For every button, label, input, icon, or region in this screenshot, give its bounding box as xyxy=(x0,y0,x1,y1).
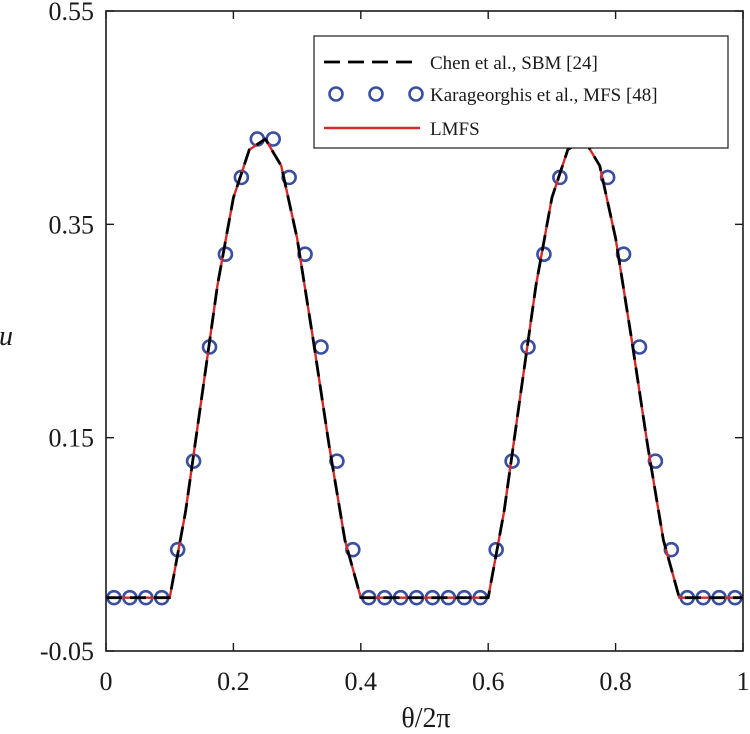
ticks-layer: 0 0.2 0.4 0.6 0.8 1 -0.05 0.15 0.35 0.55 xyxy=(40,0,750,696)
y-axis-label: u xyxy=(0,321,13,352)
legend-entry-label: Karageorghis et al., MFS [48] xyxy=(430,85,658,106)
plot-frame xyxy=(105,10,744,652)
series-line-sbm xyxy=(106,137,743,600)
x-tick-label: 1 xyxy=(737,667,750,696)
y-tick-label: 0.35 xyxy=(49,210,95,239)
legend-swatch-mfs xyxy=(328,86,344,102)
x-tick-label: 0 xyxy=(100,667,113,696)
data-point-mfs xyxy=(313,339,329,355)
legend: Chen et al., SBM [24] Karageorghis et al.… xyxy=(313,35,729,149)
legend-entry-label: Chen et al., SBM [24] xyxy=(430,53,598,74)
data-point-mfs xyxy=(631,339,648,355)
y-tick-label: -0.05 xyxy=(40,637,94,666)
x-tick-label: 0.6 xyxy=(472,667,505,696)
legend-entry-label: LMFS xyxy=(430,119,480,140)
x-tick-label: 0.4 xyxy=(345,667,378,696)
legend-swatch-mfs xyxy=(368,86,384,102)
x-tick-label: 0.2 xyxy=(217,667,250,696)
legend-swatch-mfs xyxy=(408,86,424,102)
series-line-lmfs xyxy=(106,137,743,599)
data-point-mfs xyxy=(217,246,234,262)
y-tick-label: 0.55 xyxy=(49,0,95,26)
x-axis-label: θ/2π xyxy=(401,703,450,734)
series-layer xyxy=(106,131,743,606)
y-tick-label: 0.15 xyxy=(49,424,95,453)
x-tick-label: 0.8 xyxy=(599,667,632,696)
data-point-mfs xyxy=(647,453,664,469)
